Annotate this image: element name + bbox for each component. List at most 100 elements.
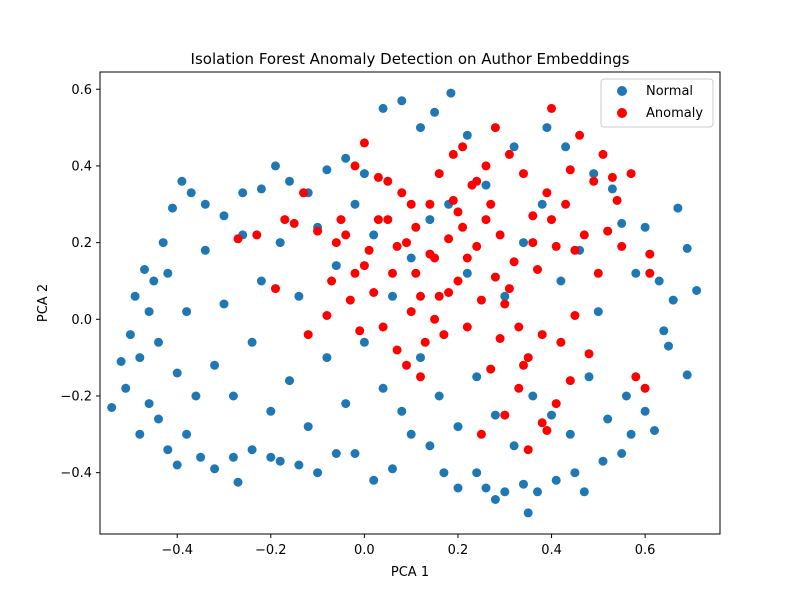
point-normal bbox=[519, 479, 528, 489]
point-normal bbox=[182, 307, 192, 317]
point-anomaly bbox=[504, 149, 514, 159]
legend: Normal Anomaly bbox=[600, 78, 714, 128]
point-normal bbox=[144, 399, 154, 409]
point-normal bbox=[219, 299, 229, 309]
point-normal bbox=[593, 307, 603, 317]
point-anomaly bbox=[378, 322, 388, 332]
point-anomaly bbox=[584, 349, 594, 359]
point-anomaly bbox=[500, 299, 510, 309]
point-anomaly bbox=[575, 130, 585, 140]
point-anomaly bbox=[519, 360, 528, 370]
point-anomaly bbox=[640, 383, 650, 393]
point-normal bbox=[359, 169, 369, 179]
point-anomaly bbox=[514, 322, 524, 332]
point-normal bbox=[182, 429, 192, 439]
point-anomaly bbox=[313, 226, 323, 236]
point-anomaly bbox=[373, 215, 383, 225]
x-tick-label: 0.4 bbox=[541, 543, 562, 558]
point-normal bbox=[556, 276, 566, 286]
y-tick-label: −0.4 bbox=[60, 466, 92, 481]
x-tick-label: 0.0 bbox=[354, 543, 375, 558]
point-anomaly bbox=[476, 429, 486, 439]
point-anomaly bbox=[420, 337, 430, 347]
point-anomaly bbox=[299, 188, 308, 198]
chart-title: Isolation Forest Anomaly Detection on Au… bbox=[191, 50, 630, 68]
point-normal bbox=[406, 253, 416, 263]
x-tick-label: −0.4 bbox=[161, 543, 193, 558]
point-anomaly bbox=[345, 295, 355, 305]
point-anomaly bbox=[444, 234, 454, 244]
point-anomaly bbox=[481, 215, 491, 225]
point-normal bbox=[140, 265, 149, 274]
point-normal bbox=[462, 268, 472, 278]
point-anomaly bbox=[490, 272, 500, 282]
point-anomaly bbox=[402, 360, 411, 370]
point-anomaly bbox=[383, 176, 393, 186]
point-normal bbox=[116, 357, 126, 366]
point-normal bbox=[285, 176, 294, 186]
point-anomaly bbox=[411, 268, 421, 278]
point-anomaly bbox=[453, 207, 463, 217]
point-normal bbox=[631, 268, 641, 278]
point-normal bbox=[673, 203, 683, 213]
point-normal bbox=[664, 341, 673, 351]
point-normal bbox=[388, 291, 397, 301]
point-anomaly bbox=[547, 103, 556, 113]
point-normal bbox=[425, 215, 435, 225]
point-anomaly bbox=[565, 376, 575, 386]
point-normal bbox=[472, 468, 482, 478]
point-normal bbox=[369, 475, 379, 485]
point-anomaly bbox=[271, 284, 280, 294]
point-normal bbox=[191, 391, 201, 401]
point-anomaly bbox=[252, 230, 262, 240]
point-normal bbox=[453, 422, 463, 432]
point-anomaly bbox=[369, 288, 379, 297]
point-normal bbox=[210, 360, 220, 370]
point-normal bbox=[200, 245, 210, 255]
point-normal bbox=[331, 261, 341, 271]
point-normal bbox=[603, 414, 613, 424]
point-normal bbox=[626, 429, 636, 439]
point-normal bbox=[481, 180, 491, 190]
point-anomaly bbox=[519, 169, 528, 179]
point-normal bbox=[210, 464, 220, 474]
point-anomaly bbox=[392, 241, 402, 251]
point-anomaly bbox=[589, 176, 599, 186]
point-normal bbox=[682, 370, 692, 380]
legend-marker-anomaly bbox=[617, 108, 627, 118]
point-normal bbox=[570, 468, 580, 478]
point-normal bbox=[331, 449, 341, 458]
point-anomaly bbox=[631, 372, 641, 382]
point-normal bbox=[233, 477, 243, 487]
point-normal bbox=[481, 483, 491, 493]
point-normal bbox=[430, 107, 440, 117]
point-anomaly bbox=[570, 311, 580, 320]
point-anomaly bbox=[453, 276, 463, 286]
point-anomaly bbox=[289, 218, 299, 228]
y-tick-label: 0.2 bbox=[71, 236, 92, 251]
point-normal bbox=[388, 464, 397, 474]
point-normal bbox=[378, 103, 388, 113]
point-normal bbox=[621, 391, 631, 401]
point-anomaly bbox=[416, 291, 425, 301]
point-anomaly bbox=[486, 199, 496, 209]
point-anomaly bbox=[462, 322, 472, 332]
point-anomaly bbox=[593, 268, 603, 278]
point-normal bbox=[533, 487, 542, 497]
x-tick-label: 0.2 bbox=[448, 543, 469, 558]
point-anomaly bbox=[434, 291, 444, 301]
x-axis: −0.4 −0.2 0.0 0.2 0.4 0.6 bbox=[161, 534, 655, 558]
point-anomaly bbox=[350, 268, 360, 278]
point-normal bbox=[186, 188, 196, 198]
point-normal bbox=[177, 176, 187, 186]
x-tick-label: 0.6 bbox=[635, 543, 656, 558]
point-anomaly bbox=[280, 215, 290, 225]
point-normal bbox=[542, 123, 552, 133]
point-anomaly bbox=[561, 199, 571, 209]
point-normal bbox=[130, 291, 140, 301]
point-normal bbox=[172, 368, 182, 378]
point-anomaly bbox=[528, 238, 538, 248]
point-anomaly bbox=[425, 199, 435, 209]
point-normal bbox=[589, 169, 599, 179]
